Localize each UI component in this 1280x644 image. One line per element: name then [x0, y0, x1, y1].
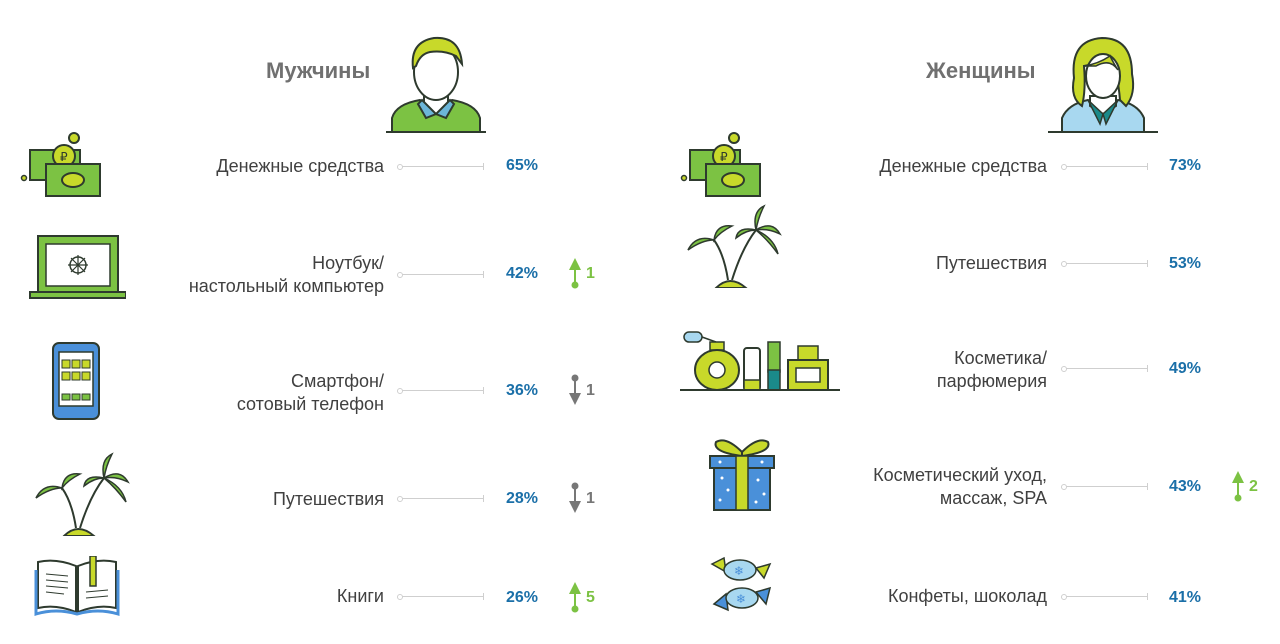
svg-text:❄: ❄: [734, 564, 744, 578]
leader-line: [1061, 260, 1148, 267]
percent-value: 53%: [1169, 255, 1202, 272]
gift-icon: [709, 439, 775, 511]
candy-icon: ❄ ❄: [710, 556, 772, 612]
arrow-up-icon: [1232, 471, 1244, 502]
list-item: Книги 26% 5: [0, 552, 640, 640]
book-icon: [34, 556, 120, 616]
row-label: Ноутбук/ настольный компьютер: [188, 253, 384, 296]
men-section: Мужчины ₽ Денежные средства 65% Н: [0, 36, 640, 640]
change-value: 1: [586, 265, 595, 282]
percent-value: 73%: [1169, 157, 1202, 174]
leader-line: [397, 593, 484, 600]
arrow-down-icon: [569, 482, 581, 513]
svg-text:❄: ❄: [736, 592, 746, 606]
list-item: ₽ Денежные средства 65%: [0, 128, 640, 206]
section-title: Женщины: [926, 58, 1036, 83]
percent-value: 41%: [1169, 589, 1202, 606]
leader-line: [397, 163, 484, 170]
change-value: 2: [1249, 478, 1258, 495]
row-label: Путешествия: [935, 253, 1047, 273]
women-section: Женщины ₽ Денежные средства 73%: [640, 0, 1280, 644]
smartphone-icon: [52, 342, 100, 420]
percent-value: 28%: [506, 490, 539, 507]
list-item: ❄ ❄ Конфеты, шоколад 41%: [640, 552, 1280, 640]
list-item: Ноутбук/ настольный компьютер 42% 1: [0, 228, 640, 308]
leader-line: [397, 271, 484, 278]
row-label: Смартфон/ сотовый телефон: [236, 371, 384, 414]
leader-line: [1061, 593, 1148, 600]
arrow-down-icon: [569, 374, 581, 405]
list-item: Косметический уход, массаж, SPA 43% 2: [640, 432, 1280, 516]
row-label: Денежные средства: [879, 156, 1047, 176]
row-label: Книги: [336, 586, 384, 606]
list-item: Смартфон/ сотовый телефон 36% 1: [0, 338, 640, 426]
change-value: 1: [586, 382, 595, 399]
leader-line: [397, 387, 484, 394]
row-label: Конфеты, шоколад: [887, 586, 1047, 606]
percent-value: 26%: [506, 589, 539, 606]
percent-value: 65%: [506, 157, 539, 174]
section-title: Мужчины: [266, 58, 371, 83]
svg-text:₽: ₽: [720, 150, 728, 164]
money-icon: ₽: [20, 132, 101, 197]
svg-text:₽: ₽: [60, 150, 68, 164]
arrow-up-icon: [569, 582, 581, 613]
change-value: 1: [586, 490, 595, 507]
arrow-up-icon: [569, 258, 581, 289]
man-avatar-icon: [386, 36, 486, 133]
percent-value: 36%: [506, 382, 539, 399]
row-label: Денежные средства: [216, 156, 384, 176]
money-icon: ₽: [680, 132, 761, 197]
leader-line: [1061, 483, 1148, 490]
row-label: Путешествия: [272, 489, 384, 509]
list-item: Путешествия 53%: [640, 204, 1280, 290]
row-label: Косметика/ парфюмерия: [936, 348, 1047, 391]
leader-line: [397, 495, 484, 502]
laptop-icon: [29, 235, 126, 299]
percent-value: 43%: [1169, 478, 1202, 495]
percent-value: 42%: [506, 265, 539, 282]
woman-avatar-icon: [1048, 36, 1158, 133]
palm-icon: [35, 452, 130, 536]
leader-line: [1061, 365, 1148, 372]
percent-value: 49%: [1169, 360, 1202, 377]
list-item: Путешествия 28% 1: [0, 450, 640, 536]
list-item: ₽ Денежные средства 73%: [640, 128, 1280, 206]
cosmetics-icon: [680, 331, 840, 391]
row-label: Косметический уход, массаж, SPA: [873, 465, 1047, 508]
leader-line: [1061, 163, 1148, 170]
palm-icon: [687, 204, 782, 288]
list-item: Косметика/ парфюмерия 49%: [640, 318, 1280, 398]
change-value: 5: [586, 589, 595, 606]
